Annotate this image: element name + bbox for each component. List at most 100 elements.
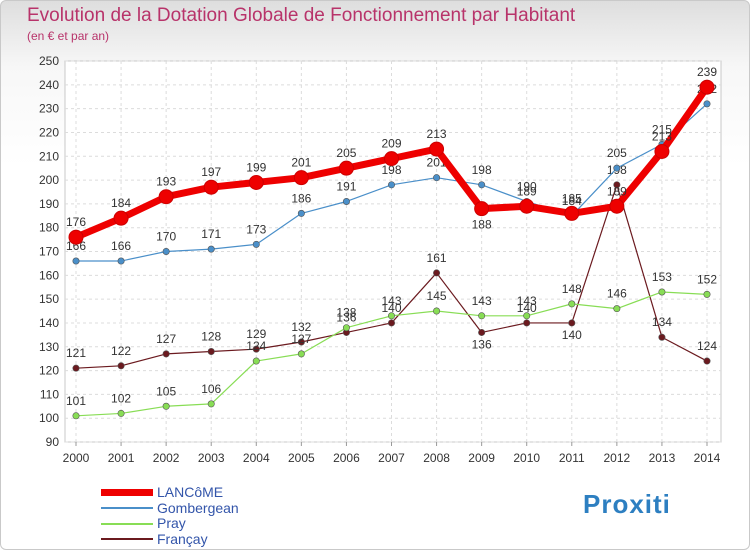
x-tick-label: 2010 <box>513 451 540 465</box>
data-point <box>429 141 445 157</box>
data-label: 213 <box>652 129 672 143</box>
y-tick-label: 130 <box>39 340 59 354</box>
data-point <box>703 290 711 298</box>
y-axis: 90 100 110 120 130 140 150 160 170 180 190 200 210 22… <box>39 54 59 449</box>
data-label: 134 <box>652 315 672 329</box>
data-label: 184 <box>111 196 131 210</box>
data-label: 124 <box>697 339 717 353</box>
data-point <box>658 288 666 296</box>
data-label: 176 <box>66 215 86 229</box>
data-point <box>158 189 174 205</box>
y-tick-label: 250 <box>39 54 59 68</box>
legend-item: Pray <box>101 516 239 532</box>
data-point <box>207 348 215 356</box>
data-point <box>613 181 621 189</box>
data-label: 143 <box>517 294 537 308</box>
legend-label: Pray <box>157 515 186 532</box>
data-point <box>207 245 215 253</box>
legend-swatch <box>101 522 153 525</box>
data-label: 161 <box>427 251 447 265</box>
data-label: 153 <box>652 270 672 284</box>
y-tick-label: 140 <box>39 316 59 330</box>
data-point <box>433 269 441 277</box>
x-tick-label: 2000 <box>63 451 90 465</box>
data-label: 101 <box>66 394 86 408</box>
series-layer: 1211221271281291321361401611361401401981… <box>66 65 717 420</box>
x-tick-label: 2001 <box>108 451 135 465</box>
data-label: 138 <box>336 306 356 320</box>
data-point <box>609 198 625 214</box>
y-tick-label: 230 <box>39 102 59 116</box>
series-lancôme: 176 184 193 197 199 201 205 209 213 188 189 185 189 2… <box>66 65 717 245</box>
data-label: 171 <box>201 227 221 241</box>
data-label: 189 <box>607 184 627 198</box>
data-label: 106 <box>201 382 221 396</box>
data-point <box>252 240 260 248</box>
data-label: 127 <box>291 332 311 346</box>
data-label: 198 <box>381 163 401 177</box>
data-point <box>478 312 486 320</box>
data-point <box>387 319 395 327</box>
data-point <box>478 181 486 189</box>
data-label: 184 <box>562 194 582 208</box>
data-point <box>433 307 441 315</box>
data-point <box>293 170 309 186</box>
data-label: 215 <box>652 122 672 136</box>
data-point <box>433 174 441 182</box>
data-label: 102 <box>111 391 131 405</box>
data-label: 190 <box>517 179 537 193</box>
data-point <box>387 181 395 189</box>
data-label: 145 <box>427 289 447 303</box>
y-tick-label: 90 <box>46 435 60 449</box>
x-tick-label: 2005 <box>288 451 315 465</box>
data-label: 105 <box>156 384 176 398</box>
data-label: 239 <box>697 65 717 79</box>
data-label: 152 <box>697 272 717 286</box>
series-pray: 101 102 105 106 124 127 138 143 145 143 143 148 146 1… <box>66 270 717 420</box>
x-tick-label: 2009 <box>468 451 495 465</box>
data-point <box>654 143 670 159</box>
data-point <box>523 319 531 327</box>
data-point <box>297 209 305 217</box>
x-tick-label: 2004 <box>243 451 270 465</box>
data-label: 132 <box>291 320 311 334</box>
data-point <box>252 357 260 365</box>
data-point <box>207 400 215 408</box>
data-point <box>72 257 80 265</box>
series-françay: 121 122 127 128 129 132 136 140 161 136 140 140 198 1… <box>66 163 717 372</box>
y-tick-label: 150 <box>39 292 59 306</box>
grid-lines <box>65 60 721 443</box>
data-point <box>474 201 490 217</box>
data-point <box>72 364 80 372</box>
legend-item: LANCôME <box>101 485 239 501</box>
data-point <box>384 151 399 167</box>
data-point <box>162 402 170 410</box>
data-point <box>68 229 84 245</box>
data-point <box>703 357 711 365</box>
data-point <box>699 79 715 95</box>
data-point <box>387 312 395 320</box>
data-label: 136 <box>472 337 492 351</box>
data-point <box>297 338 305 346</box>
data-label: 201 <box>291 156 311 170</box>
y-tick-label: 240 <box>39 78 59 92</box>
y-tick-label: 200 <box>39 173 59 187</box>
data-point <box>117 362 125 370</box>
data-point <box>568 319 576 327</box>
data-label: 205 <box>336 146 356 160</box>
data-point <box>613 305 621 313</box>
data-point <box>523 312 531 320</box>
data-label: 213 <box>427 127 447 141</box>
data-point <box>113 210 129 226</box>
y-tick-label: 100 <box>39 411 59 425</box>
data-label: 136 <box>336 310 356 324</box>
x-tick-label: 2011 <box>559 451 585 465</box>
x-tick-label: 2007 <box>378 451 405 465</box>
chart-subtitle: (en € et par an) <box>27 29 110 43</box>
data-label: 122 <box>111 344 131 358</box>
data-point <box>252 345 260 353</box>
data-point <box>117 257 125 265</box>
data-label: 173 <box>246 222 266 236</box>
